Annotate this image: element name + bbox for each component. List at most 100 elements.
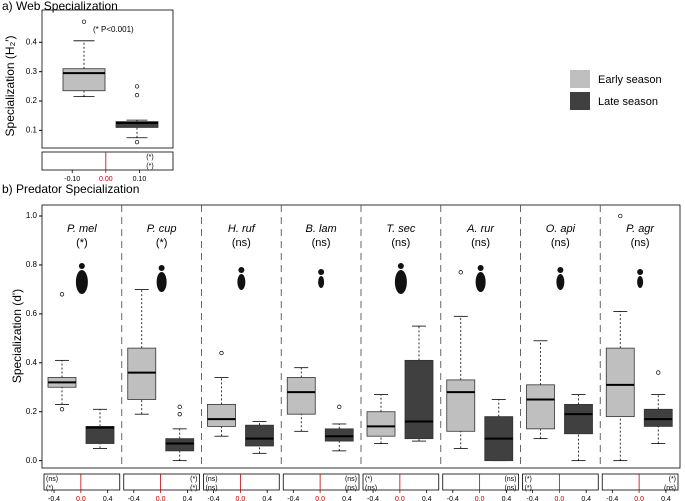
y-tick-label: 0.8: [26, 260, 38, 269]
inset-tick-label: 0.0: [315, 496, 325, 501]
insect-body: [237, 274, 246, 290]
annotation: (* P<0.001): [93, 25, 134, 34]
inset-significance: (ns): [664, 485, 676, 492]
box: [85, 426, 115, 444]
y-tick-label: 0.2: [26, 96, 38, 105]
inset-significance: (*): [146, 163, 153, 170]
inset-frame: [362, 473, 440, 491]
inset-significance: (*): [46, 485, 53, 492]
category-label: P. cup: [147, 223, 177, 235]
inset-significance: (ns): [206, 476, 218, 483]
outlier: [177, 412, 182, 417]
inset-frame: [601, 473, 679, 491]
inset-tick-label: 0.0: [236, 496, 246, 501]
box: [446, 379, 476, 432]
significance-label: (ns): [551, 237, 570, 249]
category-label: P. mel: [67, 223, 97, 235]
inset-tick-label: 0.4: [262, 496, 272, 501]
box: [62, 68, 106, 92]
inset-tick-label: 0.4: [342, 496, 352, 501]
box: [324, 428, 354, 442]
inset-tick-label: 0.0: [475, 496, 485, 501]
inset-tick-label: -0.10: [64, 176, 80, 183]
box: [245, 424, 274, 447]
inset-tick-label: -0.4: [447, 496, 459, 501]
inset-significance: (*): [190, 476, 197, 483]
significance-label: (ns): [391, 237, 410, 249]
significance-label: (ns): [471, 237, 490, 249]
legend-swatch: [570, 92, 590, 110]
inset-tick-label: 0.4: [581, 496, 591, 501]
box: [564, 403, 593, 435]
insect-body: [475, 272, 486, 292]
chart-title: b) Predator Specialization: [2, 182, 139, 196]
y-tick-label: 1.0: [26, 211, 38, 220]
outlier: [134, 84, 140, 89]
plot-frame: [41, 9, 174, 149]
category-label: O. api: [546, 223, 576, 235]
insect-head: [637, 269, 644, 275]
inset-tick-label: -0.4: [48, 496, 60, 501]
box: [286, 377, 316, 415]
inset-tick-label: 0.4: [502, 496, 512, 501]
insect-head: [238, 267, 245, 273]
category-label: A. rur: [466, 223, 495, 235]
category-label: T. sec: [386, 223, 415, 235]
legend-swatch: [570, 70, 590, 88]
significance-label: (*): [156, 237, 168, 249]
outlier: [656, 370, 661, 375]
outlier: [618, 213, 623, 219]
inset-tick-label: 0.4: [422, 496, 432, 501]
inset-tick-label: 0.4: [661, 496, 671, 501]
y-tick-label: 0.4: [26, 358, 38, 367]
outlier: [134, 92, 140, 98]
outlier: [59, 407, 65, 412]
inset-frame: [123, 473, 200, 491]
significance-label: (*): [76, 237, 88, 249]
y-axis-label: Specialization (H₂′): [3, 36, 17, 137]
outlier: [134, 139, 140, 145]
insect-head: [557, 267, 564, 273]
inset-significance: (ns): [345, 485, 357, 492]
inset-frame: [203, 473, 280, 491]
inset-significance: (*): [190, 485, 197, 492]
insect-head: [78, 263, 85, 269]
significance-label: (ns): [232, 237, 251, 249]
outlier: [177, 404, 182, 409]
inset-tick-label: 0.00: [99, 176, 113, 183]
inset-tick-label: -0.4: [527, 496, 539, 501]
box: [404, 359, 434, 440]
insect-body: [318, 276, 325, 288]
inset-tick-label: 0.0: [156, 496, 166, 501]
inset-tick-label: 0.0: [76, 496, 86, 501]
inset-tick-label: 0.4: [183, 496, 193, 501]
significance-label: (ns): [631, 237, 650, 249]
inset-significance: (ns): [504, 476, 516, 483]
category-label: H. ruf: [228, 223, 256, 235]
inset-tick-label: 0.0: [634, 496, 644, 501]
insect-body: [394, 270, 407, 294]
inset-tick-label: 0.4: [103, 496, 113, 501]
insect-head: [477, 265, 484, 271]
inset-frame: [41, 151, 174, 171]
inset-significance: (*): [365, 476, 372, 483]
y-tick-label: 0.0: [26, 456, 38, 465]
insect-body: [637, 276, 644, 288]
outlier: [81, 19, 87, 24]
category-label: P. agr: [626, 223, 655, 235]
y-tick-label: 0.6: [26, 309, 38, 318]
category-label: B. lam: [306, 223, 337, 235]
inset-tick-label: -0.4: [287, 496, 299, 501]
insect-head: [397, 263, 404, 269]
inset-significance: (ns): [46, 476, 58, 483]
y-tick-label: 0.3: [26, 67, 38, 76]
insect-body: [156, 272, 167, 292]
box: [643, 408, 673, 427]
inset-significance: (ns): [365, 485, 377, 492]
inset-frame: [522, 473, 599, 491]
outlier: [59, 292, 65, 297]
inset-tick-label: -0.4: [367, 496, 379, 501]
inset-tick-label: -0.4: [128, 496, 140, 501]
outlier: [219, 350, 224, 356]
inset-tick-label: -0.4: [606, 496, 618, 501]
